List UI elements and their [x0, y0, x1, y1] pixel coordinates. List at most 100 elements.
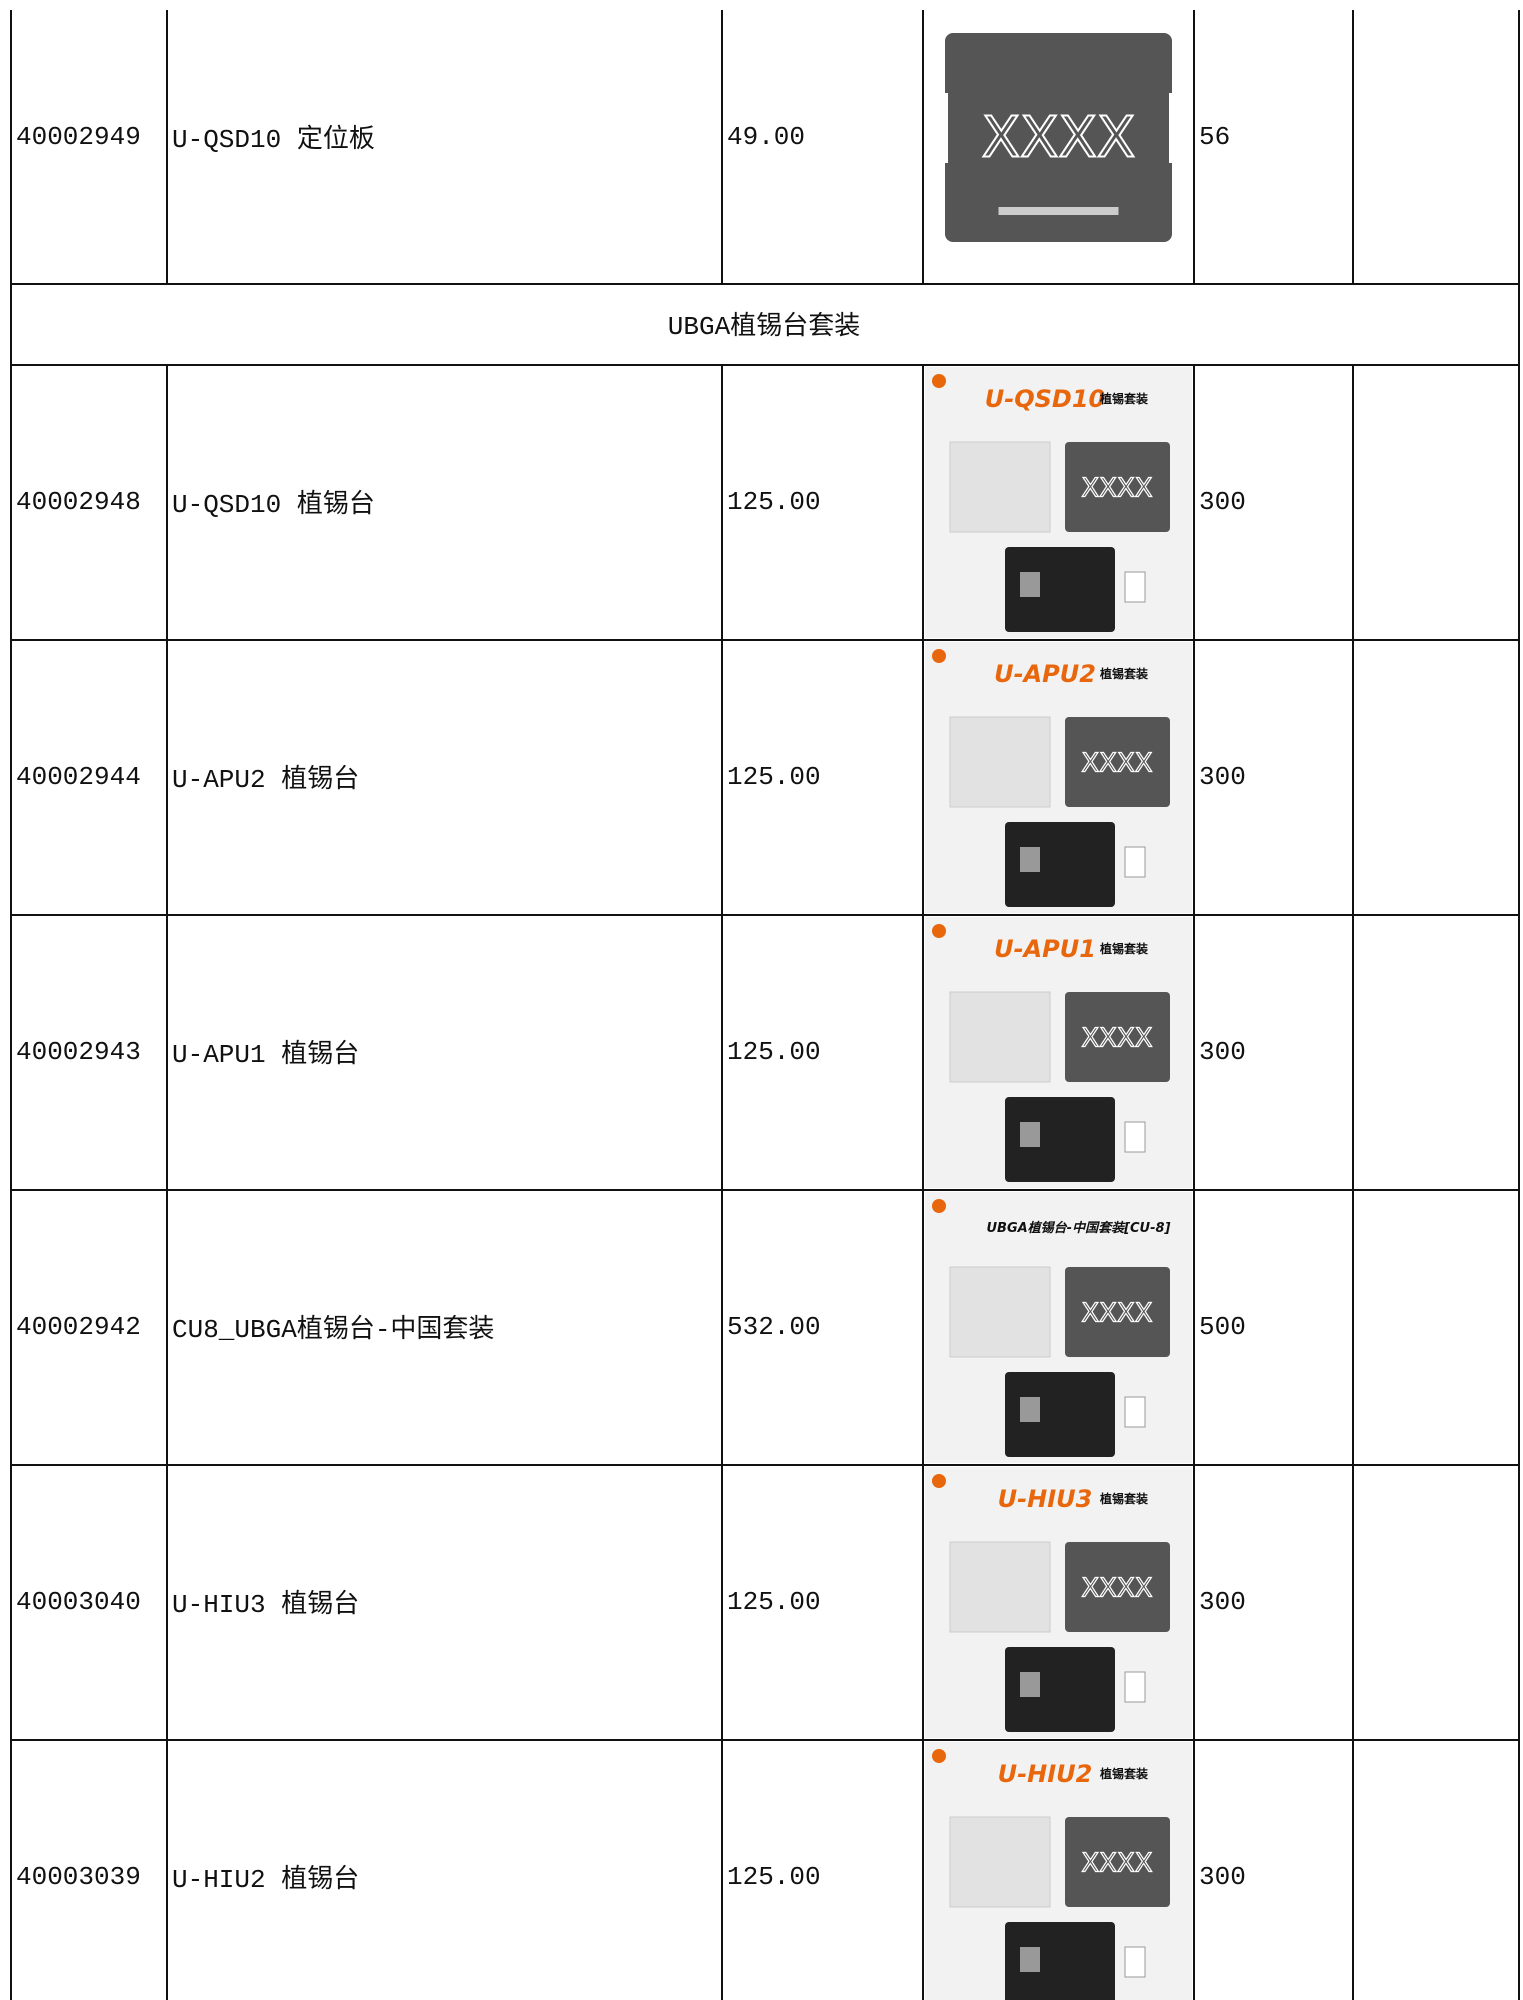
col-border — [10, 1189, 12, 1464]
image-text: 植锡套装 — [1099, 941, 1148, 956]
image-shape — [1005, 1372, 1115, 1457]
cell-name: U-HIU2 植锡台 — [172, 1865, 360, 1895]
row-border — [10, 1464, 1520, 1466]
col-border — [10, 914, 12, 1189]
image-text: 植锡套装 — [1099, 1766, 1148, 1781]
col-border — [10, 364, 12, 639]
col-border — [922, 364, 924, 639]
col-border — [1518, 914, 1520, 1189]
col-border — [166, 1739, 168, 2000]
col-border — [721, 10, 723, 283]
col-border — [1352, 639, 1354, 914]
image-text: 植锡套装 — [1099, 1491, 1148, 1506]
image-shape — [949, 991, 1051, 1083]
image-shape — [1020, 847, 1040, 872]
col-border — [166, 914, 168, 1189]
image-text: XXXX — [982, 106, 1135, 171]
image-shape — [949, 1816, 1051, 1908]
col-border — [922, 1739, 924, 2000]
row-border — [10, 283, 1520, 285]
col-border — [10, 1464, 12, 1739]
col-border — [10, 639, 12, 914]
image-shape — [998, 207, 1119, 215]
cell-qty: 300 — [1199, 1861, 1246, 1892]
image-text: 植锡套装 — [1099, 391, 1148, 406]
image-text: U-APU1 — [994, 935, 1096, 963]
image-shape — [932, 649, 946, 663]
cell-price: 125.00 — [727, 486, 821, 517]
col-border — [1193, 1739, 1195, 2000]
col-border — [1518, 10, 1520, 283]
row-border — [10, 1189, 1520, 1191]
cell-qty: 300 — [1199, 1586, 1246, 1617]
col-border — [1518, 1739, 1520, 2000]
image-text: XXXX — [1081, 1299, 1152, 1329]
cell-price: 125.00 — [727, 1861, 821, 1892]
image-shape — [1020, 1947, 1040, 1972]
image-text: U-HIU3 — [998, 1485, 1093, 1513]
col-border — [1193, 1189, 1195, 1464]
section-title: UBGA植锡台套装 — [667, 312, 861, 342]
col-border — [1352, 1464, 1354, 1739]
image-shape — [1065, 1817, 1170, 1907]
cell-code: 40002949 — [16, 121, 141, 152]
col-border — [166, 1464, 168, 1739]
cell-price: 532.00 — [727, 1311, 821, 1342]
row-border — [10, 364, 1520, 366]
image-shape — [1065, 1267, 1170, 1357]
cell-name: U-QSD10 定位板 — [172, 125, 375, 155]
cell-price: 125.00 — [727, 1036, 821, 1067]
image-shape — [1065, 442, 1170, 532]
cell-code: 40003039 — [16, 1861, 141, 1892]
col-border — [1518, 1464, 1520, 1739]
image-shape — [932, 374, 946, 388]
image-shape — [1005, 547, 1115, 632]
col-border — [1193, 364, 1195, 639]
image-shape — [1169, 93, 1187, 163]
product-image: U-HIU3 植锡套装 XXXX — [925, 1467, 1192, 1738]
image-shape — [1020, 1122, 1040, 1147]
image-text: UBGA植锡台-中国套装[CU-8] — [986, 1220, 1170, 1236]
row-border — [10, 1739, 1520, 1741]
col-border — [10, 10, 12, 283]
col-border — [1193, 914, 1195, 1189]
col-border — [10, 283, 12, 364]
image-text: XXXX — [1081, 474, 1152, 504]
image-shape — [1005, 1097, 1115, 1182]
col-border — [166, 364, 168, 639]
col-border — [1352, 1739, 1354, 2000]
product-image: U-APU1 植锡套装 XXXX — [925, 917, 1192, 1188]
cell-price: 49.00 — [727, 121, 806, 152]
col-border — [1518, 283, 1520, 364]
image-shape — [945, 33, 1172, 242]
row-border — [10, 639, 1520, 641]
cell-name: CU8_UBGA植锡台-中国套装 — [172, 1315, 495, 1345]
cell-name: U-APU1 植锡台 — [172, 1040, 360, 1070]
cell-name: U-HIU3 植锡台 — [172, 1590, 360, 1620]
col-border — [721, 1189, 723, 1464]
col-border — [166, 1189, 168, 1464]
image-shape — [949, 1541, 1051, 1633]
row-border — [10, 914, 1520, 916]
col-border — [1193, 10, 1195, 283]
image-shape — [1005, 1922, 1115, 2000]
image-shape — [932, 1199, 946, 1213]
col-border — [922, 1464, 924, 1739]
image-shape — [1065, 992, 1170, 1082]
image-shape — [1124, 1121, 1146, 1153]
cell-name: U-APU2 植锡台 — [172, 765, 360, 795]
col-border — [922, 10, 924, 283]
cell-code: 40003040 — [16, 1586, 141, 1617]
col-border — [721, 639, 723, 914]
image-shape — [1005, 1647, 1115, 1732]
image-text: XXXX — [1081, 1849, 1152, 1879]
image-text: XXXX — [1081, 1024, 1152, 1054]
col-border — [721, 914, 723, 1189]
cell-qty: 300 — [1199, 486, 1246, 517]
image-shape — [949, 1266, 1051, 1358]
col-border — [10, 1739, 12, 2000]
col-border — [1352, 364, 1354, 639]
cell-qty: 500 — [1199, 1311, 1246, 1342]
product-image: XXXX — [930, 33, 1187, 242]
